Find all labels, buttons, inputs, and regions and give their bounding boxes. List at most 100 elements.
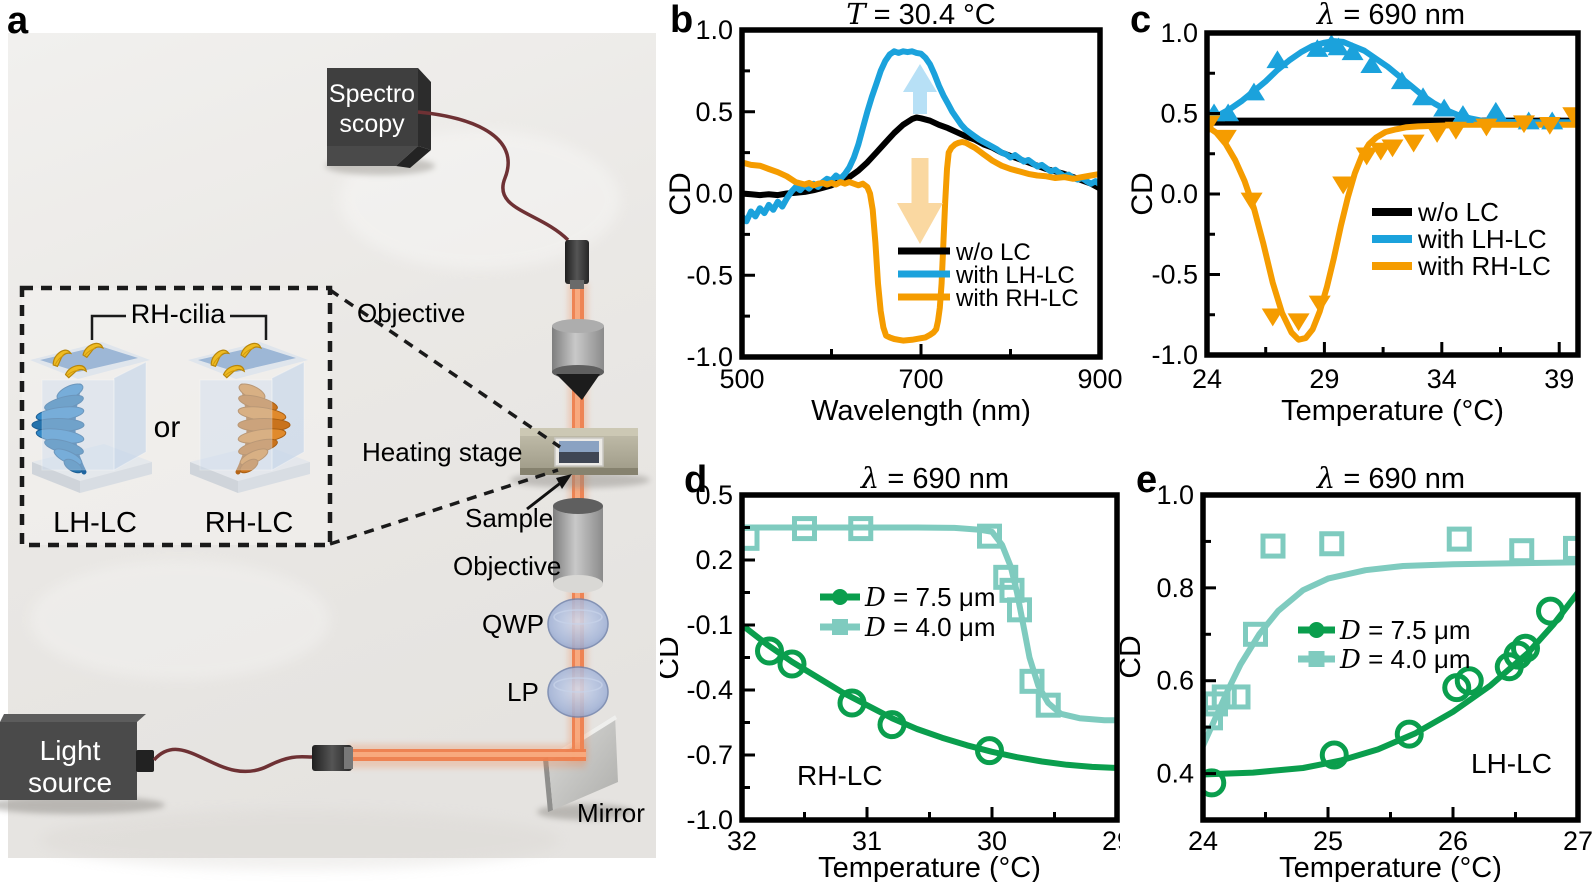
data-point-triangle-down bbox=[1332, 176, 1355, 195]
y-tick-label: 0.2 bbox=[695, 545, 733, 575]
data-point-square bbox=[977, 523, 1002, 549]
x-tick-label: 30 bbox=[977, 826, 1007, 856]
y-axis-label: CD bbox=[660, 636, 685, 679]
data-point-square bbox=[993, 564, 1019, 590]
data-point-square bbox=[848, 516, 874, 542]
legend-marker-circle bbox=[1308, 622, 1325, 638]
panel-title-b: T = 30.4 °C bbox=[846, 0, 995, 31]
data-point-triangle-up bbox=[1341, 42, 1364, 61]
data-point-square bbox=[1019, 668, 1045, 694]
data-point-circle bbox=[755, 636, 784, 666]
x-tick-label: 31 bbox=[852, 826, 882, 856]
plot-frame bbox=[1200, 492, 1581, 823]
series-line-b bbox=[744, 48, 1098, 225]
legend-label: D = 7.5 μm bbox=[1339, 615, 1471, 646]
qwp-label: QWP bbox=[482, 609, 544, 639]
y-tick-label: 1.0 bbox=[1156, 480, 1194, 510]
y-tick-label: 0.6 bbox=[1156, 666, 1194, 696]
panel-annotation: LH-LC bbox=[1471, 748, 1552, 779]
series-line-c bbox=[1209, 121, 1576, 343]
data-point-triangle-up bbox=[1451, 105, 1474, 123]
data-point-triangle-down bbox=[1562, 107, 1576, 126]
plot-frame bbox=[739, 27, 1103, 360]
fiber-cable-bottom bbox=[152, 747, 313, 774]
data-point-circle bbox=[1503, 640, 1533, 670]
legend-marker-square bbox=[832, 619, 848, 635]
y-tick-label: -0.5 bbox=[1151, 260, 1198, 290]
panel-annotation: RH-LC bbox=[797, 760, 883, 791]
legend-label: w/o LC bbox=[1417, 197, 1499, 227]
data-point-triangle-down bbox=[1538, 116, 1561, 135]
data-point-square bbox=[1243, 621, 1268, 647]
y-axis-label: CD bbox=[1126, 172, 1159, 215]
series-line-b bbox=[744, 139, 1098, 344]
data-point-circle bbox=[1205, 768, 1227, 798]
inset-title: RH-cilia bbox=[131, 299, 226, 329]
x-axis-label: Temperature (°C) bbox=[1281, 395, 1504, 427]
y-axis-label: CD bbox=[664, 172, 697, 215]
data-point-triangle-down bbox=[1355, 147, 1378, 166]
panel-title-e: λ = 690 nm bbox=[1316, 461, 1465, 495]
x-tick-label: 29 bbox=[1102, 826, 1120, 856]
data-point-circle bbox=[777, 649, 807, 679]
y-tick-label: 0.5 bbox=[695, 480, 733, 510]
data-point-circle bbox=[1394, 719, 1424, 749]
panel-letter-a: a bbox=[7, 0, 29, 42]
inset-content: RH-cilia bbox=[30, 299, 310, 539]
x-tick-label: 39 bbox=[1544, 364, 1574, 394]
heating-stage bbox=[510, 428, 650, 488]
panel-a-setup-diagram: a Spectro scopy bbox=[0, 0, 656, 870]
y-tick-label: -1.0 bbox=[686, 805, 733, 835]
data-point-triangle-down bbox=[1261, 308, 1284, 327]
data-point-square bbox=[1509, 538, 1535, 564]
rh-lc-label: RH-LC bbox=[205, 507, 294, 539]
data-point-circle bbox=[1536, 596, 1565, 626]
x-tick-label: 900 bbox=[1077, 364, 1122, 394]
data-point-triangle-up bbox=[1412, 87, 1435, 106]
y-tick-label: 1.0 bbox=[1160, 18, 1198, 48]
data-point-triangle-up bbox=[1242, 82, 1265, 101]
chart-panel-e-lhlc-cd-vs-temperature: 24 25 26 27 1.0 0.8 0.6 0.4 e λ = 690 nm Temperatu… bbox=[1120, 459, 1593, 882]
data-point-triangle-up bbox=[1266, 50, 1289, 69]
sample-arrow bbox=[526, 474, 572, 511]
data-point-square bbox=[792, 516, 817, 542]
lh-lc-cuvette bbox=[30, 341, 152, 493]
data-point-triangle-down bbox=[1402, 134, 1425, 153]
y-tick-label: 0.4 bbox=[1156, 759, 1194, 789]
objective-bottom bbox=[553, 498, 603, 593]
data-point-square bbox=[1007, 597, 1032, 623]
chart-panel-c-cd-vs-temperature: 24 29 34 39 1.0 0.5 0.0 -0.5 -1.0 c λ = 690 nm Temp… bbox=[1126, 0, 1581, 427]
data-point-triangle-up bbox=[1390, 71, 1413, 90]
y-tick-label: -0.4 bbox=[686, 675, 733, 705]
fiber-collimator-top bbox=[565, 240, 589, 289]
y-tick-label: -1.0 bbox=[686, 342, 733, 372]
data-point-circle bbox=[837, 688, 867, 718]
y-tick-label: -0.1 bbox=[686, 610, 733, 640]
x-tick-label: 25 bbox=[1313, 826, 1343, 856]
data-point-triangle-down bbox=[1381, 139, 1404, 158]
data-point-circle bbox=[1454, 666, 1484, 696]
legend-label: with RH-LC bbox=[955, 285, 1079, 312]
spectroscopy-box: Spectro scopy bbox=[325, 68, 435, 175]
y-tick-label: 0.8 bbox=[1156, 573, 1194, 603]
y-tick-label: 0.5 bbox=[1160, 99, 1198, 129]
y-tick-label: -1.0 bbox=[1151, 340, 1198, 370]
panel-letter-d: d bbox=[684, 459, 707, 501]
lp-label: LP bbox=[507, 677, 539, 707]
legend-label: D = 4.0 μm bbox=[864, 612, 996, 643]
legend-label: with LH-LC bbox=[955, 262, 1075, 289]
x-axis-label: Temperature (°C) bbox=[1279, 852, 1502, 882]
chart-panel-b-cd-vs-wavelength: 500 700 900 1.0 0.5 0.0 -0.5 -1.0 b T = 30.4 °C Wa… bbox=[664, 0, 1123, 427]
qwp-lens bbox=[547, 598, 609, 650]
data-point-circle bbox=[877, 710, 907, 740]
data-point-triangle-down bbox=[1475, 118, 1498, 137]
panel-title-c: λ = 690 nm bbox=[1316, 0, 1465, 31]
data-point-triangle-down bbox=[1426, 125, 1449, 143]
x-tick-label: 24 bbox=[1192, 364, 1222, 394]
rh-lc-cuvette bbox=[188, 341, 310, 493]
x-tick-label: 34 bbox=[1427, 364, 1457, 394]
y-tick-label: 1.0 bbox=[695, 15, 733, 45]
plot-frame bbox=[739, 492, 1120, 823]
legend-label: D = 4.0 μm bbox=[1339, 644, 1471, 675]
